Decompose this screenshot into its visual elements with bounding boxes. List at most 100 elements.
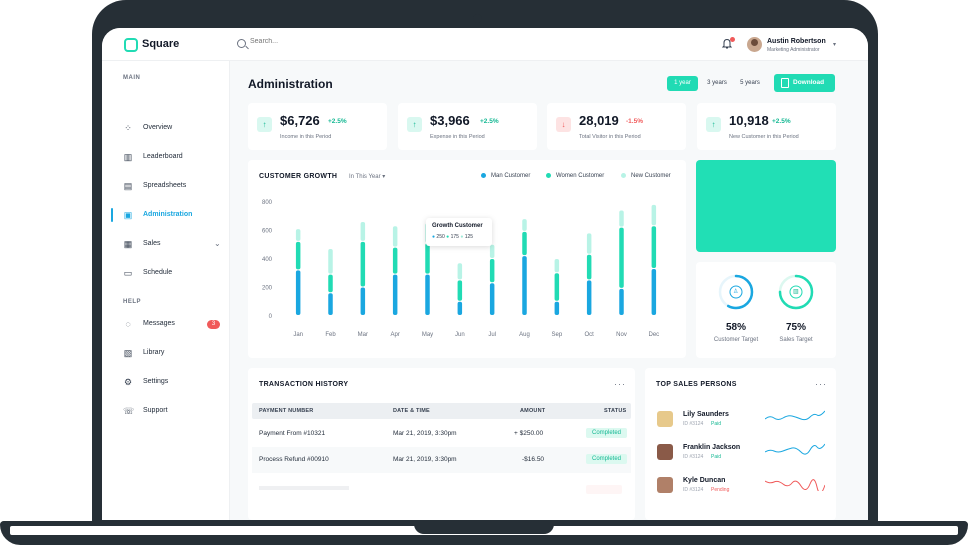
bar-segment[interactable] <box>554 273 560 301</box>
download-icon <box>781 78 789 88</box>
logo-icon <box>124 38 138 52</box>
bar-segment[interactable] <box>392 226 398 247</box>
bell-icon[interactable] <box>722 38 732 49</box>
transaction-title: TRANSACTION HISTORY <box>259 381 349 388</box>
customer-target-ring <box>718 274 754 310</box>
main-content: Administration 1 year 3 years 5 years Do… <box>230 61 868 520</box>
bar-segment[interactable] <box>328 293 333 315</box>
customer-growth-card: CUSTOMER GROWTH In This Year ▾ Man Custo… <box>248 160 686 358</box>
column-header: STATUS <box>604 408 627 414</box>
more-options-icon[interactable]: ··· <box>815 379 827 389</box>
sidebar-item-leaderboard[interactable]: ▥ Leaderboard <box>102 148 229 166</box>
legend-dot <box>621 173 626 178</box>
amount: + $250.00 <box>514 430 544 437</box>
sales-person-item[interactable]: Franklin Jackson ID #3124 Paid <box>657 442 827 470</box>
y-tick-label: 400 <box>262 257 273 263</box>
bar-segment[interactable] <box>554 259 560 273</box>
bar-segment[interactable] <box>392 247 398 274</box>
y-tick-label: 800 <box>262 200 273 206</box>
notification-dot <box>730 37 735 42</box>
promo-banner[interactable] <box>696 160 836 252</box>
person-id: ID #3124 <box>683 454 704 460</box>
bar-segment[interactable] <box>619 288 624 315</box>
customer-target-label: Customer Target <box>713 337 759 343</box>
sidebar-item-administration[interactable]: ▣ Administration <box>102 206 229 224</box>
sidebar-item-settings[interactable]: ⚙ Settings <box>102 373 229 391</box>
chevron-down-icon[interactable]: ▾ <box>833 42 837 48</box>
trend-sparkline <box>765 479 825 491</box>
user-role: Marketing Administrator <box>767 47 820 53</box>
sidebar-item-spreadsheets[interactable]: ▤ Spreadsheets <box>102 177 229 195</box>
period-5-years[interactable]: 5 years <box>740 80 760 86</box>
filter-label: In This Year <box>349 174 381 180</box>
sidebar-item-schedule[interactable]: ▭ Schedule <box>102 264 229 282</box>
bar-segment[interactable] <box>489 259 495 283</box>
sidebar-item-messages[interactable]: ◌ Messages 3 <box>102 315 229 333</box>
bar-segment[interactable] <box>328 249 333 274</box>
bar-segment[interactable] <box>651 268 657 315</box>
arrow-up-icon: ↑ <box>257 117 272 132</box>
bar-segment[interactable] <box>489 283 495 315</box>
period-1-year[interactable]: 1 year <box>667 76 698 91</box>
sales-person-item[interactable]: Kyle Duncan ID #3124 Pending <box>657 475 827 503</box>
bar-segment[interactable] <box>522 231 527 256</box>
period-3-years[interactable]: 3 years <box>707 80 727 86</box>
bar-segment[interactable] <box>360 287 366 316</box>
bar-segment[interactable] <box>554 301 560 315</box>
growth-chart: 800 600 400 200 0 Jan Feb Mar Apr May Jun Jul Aug Sep… <box>262 200 659 338</box>
x-tick-label: Dec <box>648 332 659 338</box>
status-badge: Completed <box>586 428 628 438</box>
sidebar-item-label: Support <box>143 407 168 414</box>
bar-segment[interactable] <box>651 226 657 268</box>
bar-segment[interactable] <box>586 254 592 280</box>
bar-segment[interactable] <box>522 256 527 315</box>
message-count-badge: 3 <box>207 320 220 329</box>
person-id: ID #3124 <box>683 421 704 427</box>
leaderboard-icon: ▥ <box>123 152 133 162</box>
more-options-icon[interactable]: ··· <box>614 379 626 389</box>
tooltip-values: ● 250 ● 175 ● 125 <box>432 234 474 240</box>
chevron-down-icon: ▾ <box>382 174 386 180</box>
bag-icon: ▥ <box>793 289 799 295</box>
chevron-down-icon[interactable]: ⌄ <box>214 239 221 248</box>
year-filter-dropdown[interactable]: In This Year ▾ <box>349 173 385 180</box>
library-icon: ▧ <box>123 348 133 358</box>
avatar <box>657 477 673 493</box>
sales-person-item[interactable]: Lily Saunders ID #3124 Paid <box>657 409 827 437</box>
user-name[interactable]: Austin Robertson <box>767 38 826 45</box>
bar-segment[interactable] <box>392 274 398 315</box>
x-tick-label: Jan <box>293 332 303 338</box>
bar-segment[interactable] <box>425 274 430 315</box>
legend-dot <box>546 173 551 178</box>
sidebar-item-support[interactable]: ☏ Support <box>102 402 229 420</box>
bar-segment[interactable] <box>360 221 366 241</box>
bar-segment[interactable] <box>457 301 463 315</box>
search-input[interactable] <box>250 38 370 45</box>
bar-segment[interactable] <box>295 229 301 241</box>
table-row[interactable]: Payment From #10321 Mar 21, 2019, 3:30pm… <box>252 421 631 447</box>
bar-segment[interactable] <box>489 244 495 258</box>
bar-segment[interactable] <box>328 274 333 293</box>
bar-segment[interactable] <box>522 219 527 231</box>
bar-segment[interactable] <box>295 270 301 315</box>
bar-segment[interactable] <box>651 204 657 226</box>
bar-segment[interactable] <box>295 241 301 270</box>
bar-segment[interactable] <box>425 243 430 274</box>
download-button[interactable]: Download <box>774 74 835 92</box>
bar-segment[interactable] <box>619 210 624 227</box>
sidebar-item-label: Library <box>143 349 165 356</box>
spreadsheet-icon: ▤ <box>123 181 133 191</box>
avatar[interactable] <box>747 37 762 52</box>
table-row[interactable]: Process Refund #00910 Mar 21, 2019, 3:30… <box>252 447 631 473</box>
bar-segment[interactable] <box>360 241 366 287</box>
bar-segment[interactable] <box>619 227 624 288</box>
bar-segment[interactable] <box>457 263 463 280</box>
person-name: Lily Saunders <box>683 411 729 418</box>
sidebar-item-library[interactable]: ▧ Library <box>102 344 229 362</box>
bar-segment[interactable] <box>586 233 592 254</box>
sidebar-item-overview[interactable]: ⁘ Overview <box>102 119 229 137</box>
bar-segment[interactable] <box>457 280 463 301</box>
bar-segment[interactable] <box>586 280 592 315</box>
sidebar-item-sales[interactable]: ▦ Sales ⌄ <box>102 235 229 253</box>
search-icon[interactable] <box>237 39 246 48</box>
